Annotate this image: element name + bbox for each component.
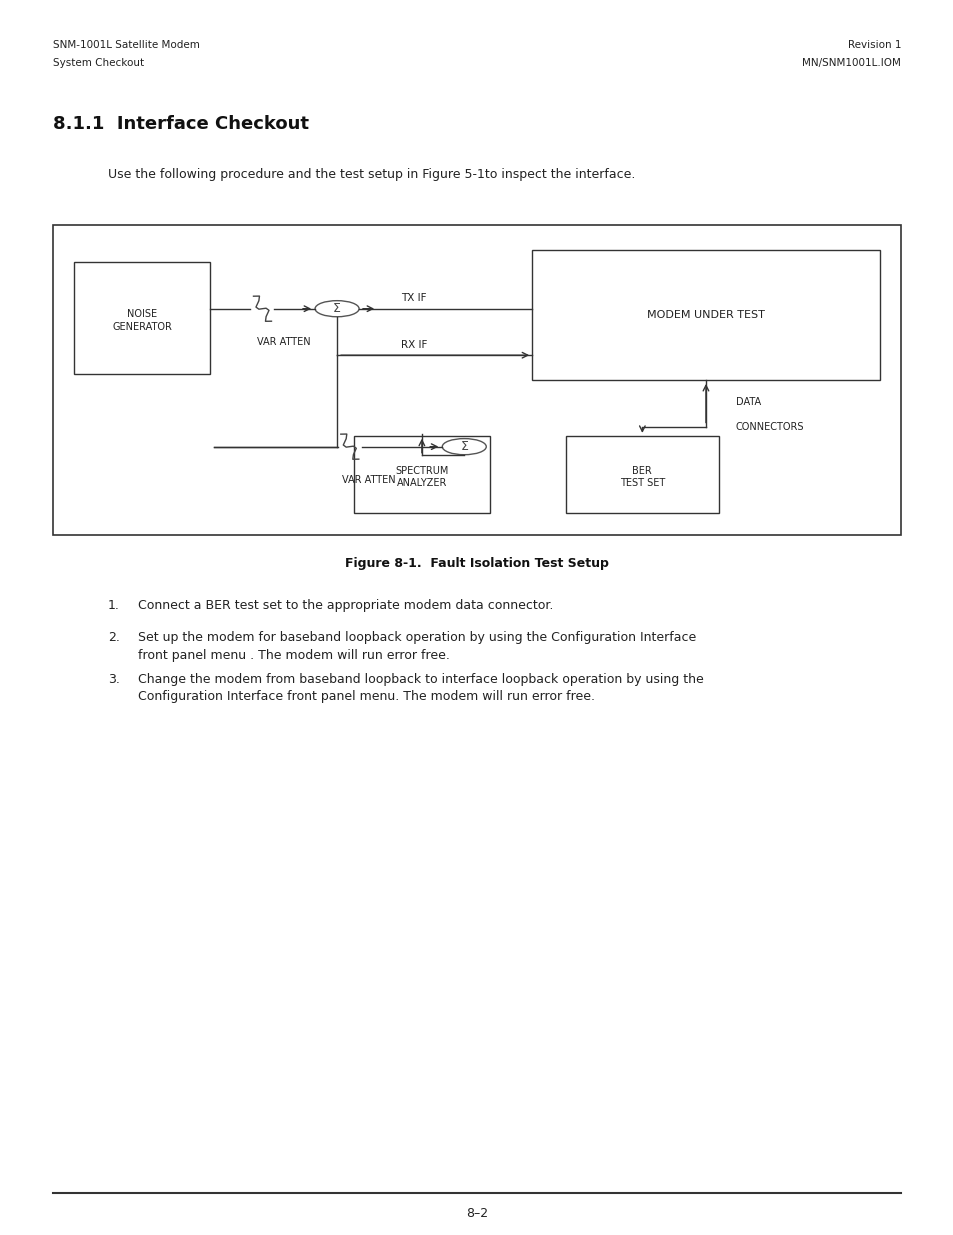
Bar: [74, 262, 210, 374]
Text: GENERATOR: GENERATOR: [112, 322, 172, 332]
Text: DATA: DATA: [735, 396, 760, 406]
Text: Σ: Σ: [333, 303, 340, 315]
Ellipse shape: [442, 438, 486, 454]
Text: SPECTRUM: SPECTRUM: [395, 466, 448, 475]
Text: Figure 8-1.  Fault Isolation Test Setup: Figure 8-1. Fault Isolation Test Setup: [345, 557, 608, 571]
Text: VAR ATTEN: VAR ATTEN: [341, 474, 395, 484]
Text: RX IF: RX IF: [400, 340, 427, 351]
Text: NOISE: NOISE: [127, 309, 157, 319]
Text: System Checkout: System Checkout: [53, 58, 144, 68]
Text: Revision 1: Revision 1: [846, 40, 900, 49]
Bar: [532, 249, 879, 380]
Text: 1.: 1.: [108, 599, 120, 613]
Text: 8.1.1  Interface Checkout: 8.1.1 Interface Checkout: [53, 115, 309, 133]
Text: Connect a BER test set to the appropriate modem data connector.: Connect a BER test set to the appropriat…: [138, 599, 553, 613]
Text: 8–2: 8–2: [465, 1207, 488, 1220]
Text: MODEM UNDER TEST: MODEM UNDER TEST: [646, 310, 764, 320]
Text: CONNECTORS: CONNECTORS: [735, 421, 803, 431]
Text: Set up the modem for baseband loopback operation by using the Configuration Inte: Set up the modem for baseband loopback o…: [138, 631, 696, 643]
Text: Use the following procedure and the test setup in Figure 5-1to inspect the inter: Use the following procedure and the test…: [108, 168, 635, 182]
Text: SNM-1001L Satellite Modem: SNM-1001L Satellite Modem: [53, 40, 200, 49]
Text: Configuration Interface front panel menu. The modem will run error free.: Configuration Interface front panel menu…: [138, 690, 595, 703]
Bar: [354, 436, 489, 514]
Bar: [53, 225, 900, 535]
Text: TX IF: TX IF: [400, 293, 426, 303]
Text: BER: BER: [632, 466, 652, 475]
Text: Change the modem from baseband loopback to interface loopback operation by using: Change the modem from baseband loopback …: [138, 673, 703, 685]
Text: 2.: 2.: [108, 631, 120, 643]
Ellipse shape: [314, 300, 358, 316]
Text: 3.: 3.: [108, 673, 120, 685]
Text: MN/SNM1001L.IOM: MN/SNM1001L.IOM: [801, 58, 900, 68]
Text: VAR ATTEN: VAR ATTEN: [257, 337, 311, 347]
Text: ANALYZER: ANALYZER: [396, 478, 447, 488]
Bar: [565, 436, 718, 514]
Text: TEST SET: TEST SET: [619, 478, 664, 488]
Text: front panel menu . The modem will run error free.: front panel menu . The modem will run er…: [138, 648, 450, 662]
Text: Σ: Σ: [460, 440, 468, 453]
